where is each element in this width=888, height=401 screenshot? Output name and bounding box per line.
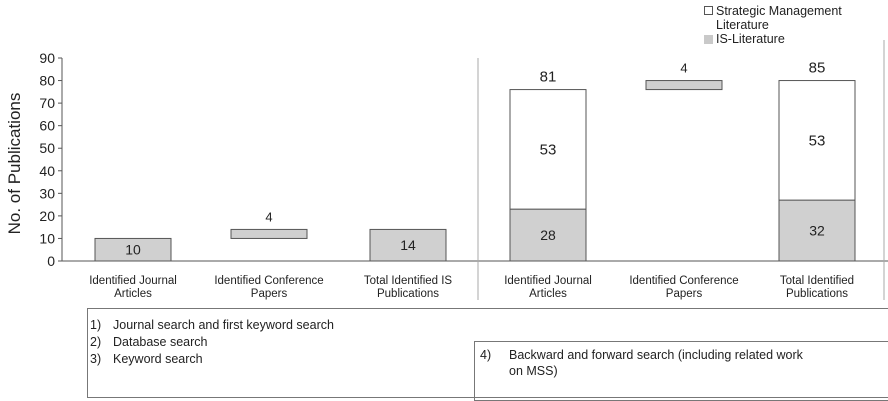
- y-axis-label: No. of Publications: [5, 93, 24, 235]
- note-number: 1): [90, 318, 102, 332]
- note-item: 4) Backward and forward search (includin…: [480, 347, 810, 379]
- note-text: Keyword search: [113, 352, 203, 366]
- legend-swatch-white: [704, 6, 713, 15]
- notes-list: 1) Journal search and first keyword sear…: [90, 317, 334, 367]
- legend-label: Strategic Management Literature: [716, 4, 842, 32]
- x-category-label-line: Identified Journal: [89, 275, 177, 287]
- bar-total-label: 81: [540, 69, 557, 86]
- bar-is-literature: [645, 80, 723, 91]
- bar-is-literature: [369, 228, 447, 262]
- x-category-label: Total Identified Publications: [780, 275, 854, 300]
- bar-value-label: 53: [809, 132, 826, 149]
- y-tick-label: 80: [39, 73, 55, 89]
- x-category-label-line: Articles: [529, 288, 567, 300]
- bar-is-literature: [778, 199, 856, 262]
- x-category-label: Total Identified IS Publications: [364, 275, 453, 300]
- legend-item-strategic-management: Strategic Management Literature: [704, 4, 888, 32]
- bar-value-label: 10: [125, 242, 141, 258]
- x-category-label-line: Total Identified: [780, 275, 854, 287]
- legend-label: IS-Literature: [716, 32, 785, 46]
- y-tick-label: 30: [39, 185, 55, 201]
- legend-item-is-literature: IS-Literature: [704, 32, 888, 46]
- notes-list-right: 4) Backward and forward search (includin…: [480, 347, 810, 379]
- note-number: 2): [90, 335, 102, 349]
- x-category-label-line: Papers: [666, 288, 703, 300]
- note-text: Backward and forward search (including r…: [509, 348, 803, 378]
- x-category-label-line: Total Identified IS: [364, 275, 453, 287]
- y-tick-label: 0: [47, 253, 55, 269]
- note-item: 1) Journal search and first keyword sear…: [90, 317, 334, 333]
- bar-value-label: 4: [680, 61, 687, 76]
- bar-value-label: 28: [540, 227, 556, 243]
- y-tick-label: 20: [39, 208, 55, 224]
- bar-is-literature: [230, 228, 308, 239]
- y-tick-label: 50: [39, 140, 55, 156]
- bar-strategic-management: [509, 89, 587, 210]
- x-category-label: Identified Journal Articles: [504, 275, 592, 300]
- x-category-label: Identified Journal Articles: [89, 275, 177, 300]
- x-category-label-line: Identified Conference: [214, 275, 323, 287]
- note-text: Journal search and first keyword search: [113, 318, 334, 332]
- bar-value-label: 4: [265, 209, 272, 224]
- x-category-label-line: Identified Journal: [504, 275, 592, 287]
- note-number: 3): [90, 352, 102, 366]
- legend-swatch-grey: [704, 35, 713, 44]
- x-category-label-line: Articles: [114, 288, 152, 300]
- bar-is-literature: [509, 208, 587, 262]
- chart-legend: Strategic Management Literature IS-Liter…: [704, 4, 888, 46]
- y-tick-label: 90: [39, 50, 55, 66]
- x-category-label-line: Identified Conference: [629, 275, 738, 287]
- bar-value-label: 32: [809, 223, 825, 239]
- note-item: 3) Keyword search: [90, 351, 334, 367]
- x-category-label-line: Publications: [786, 288, 848, 300]
- publications-chart: 0 10 20 30 40 50 60 70 80 90 No. of Publications 10…: [5, 40, 888, 300]
- y-tick-label: 70: [39, 95, 55, 111]
- y-tick-label: 60: [39, 118, 55, 134]
- x-category-label: Identified Conference Papers: [629, 275, 738, 300]
- bar-is-literature: [94, 237, 172, 262]
- bar-value-label: 14: [400, 237, 416, 253]
- x-category-label-line: Papers: [251, 288, 288, 300]
- bar-strategic-management: [778, 80, 856, 201]
- note-text: Database search: [113, 335, 208, 349]
- x-category-label: Identified Conference Papers: [214, 275, 323, 300]
- bar-total-label: 85: [809, 60, 826, 77]
- note-number: 4): [480, 348, 492, 362]
- bar-value-label: 53: [540, 141, 557, 158]
- y-tick-label: 40: [39, 163, 55, 179]
- y-tick-label: 10: [39, 230, 55, 246]
- x-category-label-line: Publications: [377, 288, 439, 300]
- note-item: 2) Database search: [90, 334, 334, 350]
